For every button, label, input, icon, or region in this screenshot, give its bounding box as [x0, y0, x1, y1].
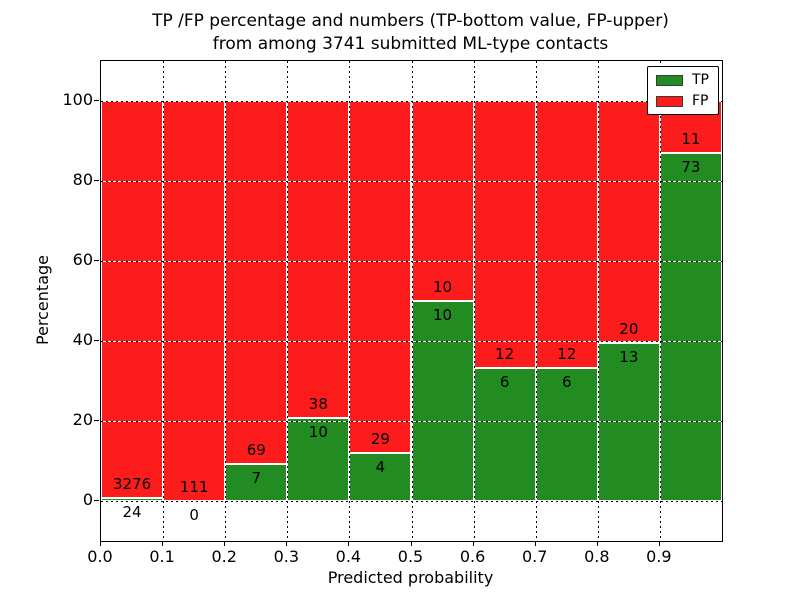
x-tick-label: 0.8: [584, 547, 610, 566]
plot-area: TP FP 3276 24 111 0 69 7 38 10 29 4 10 10 12 6 12 6 20 13…: [100, 60, 723, 542]
bar-segment-fp: [597, 101, 660, 344]
x-tick: [286, 541, 288, 546]
x-tick: [472, 541, 474, 546]
x-tick-label: 0.5: [397, 547, 424, 566]
annotation-fp-count: 20: [619, 320, 639, 339]
annotation-fp-count: 10: [433, 278, 453, 296]
x-tick: [596, 541, 598, 546]
annotation-fp-count: 3276: [112, 475, 152, 494]
y-tick-label: 60: [72, 250, 93, 269]
y-tick-label: 0: [82, 490, 93, 509]
annotation-fp-count: 38: [308, 394, 328, 413]
y-tick-label: 100: [62, 90, 93, 109]
bar-segment-tp: [225, 464, 288, 501]
x-tick: [534, 541, 536, 546]
x-tick-label: 0.7: [521, 547, 548, 566]
gridline-vertical: [287, 61, 289, 541]
bar-segment-tp: [101, 498, 164, 501]
annotation-tp-count: 0: [189, 506, 199, 524]
annotation-tp-count: 10: [433, 306, 453, 324]
annotation-tp-count: 6: [499, 372, 510, 391]
gridline-vertical: [411, 61, 413, 541]
annotation-fp-count: 69: [246, 441, 266, 460]
legend-label-tp: TP: [692, 72, 709, 88]
gridline-vertical: [225, 61, 227, 541]
bar-segment-fp: [349, 101, 412, 453]
bar-segment-tp: [597, 343, 660, 501]
x-tick-label: 0.1: [149, 547, 175, 566]
gridline-vertical: [473, 61, 475, 541]
bar-segment-fp: [411, 101, 474, 301]
x-tick: [162, 541, 164, 546]
y-tick: [94, 100, 99, 101]
bar-segment-tp: [473, 367, 536, 501]
annotation-tp-count: 24: [122, 503, 142, 522]
annotation-fp-count: 29: [370, 429, 390, 448]
x-tick-label: 0.9: [646, 547, 672, 566]
annotation-tp-count: 13: [619, 348, 639, 367]
bar-segment-fp: [287, 101, 350, 418]
gridline-vertical: [597, 61, 599, 541]
y-tick-label: 20: [72, 410, 93, 429]
legend: TP FP: [647, 66, 719, 115]
bar-segment-fp: [473, 101, 536, 368]
annotation-fp-count: 12: [495, 344, 515, 363]
bar-segment-fp: [163, 101, 226, 501]
annotation-tp-count: 7: [251, 469, 262, 488]
annotation-fp-count: 12: [557, 344, 577, 363]
x-axis-label: Predicted probability: [327, 568, 494, 587]
bar-segment-fp: [535, 101, 598, 368]
y-tick-label: 80: [72, 170, 93, 189]
gridline-vertical: [163, 61, 165, 541]
annotation-tp-count: 4: [375, 457, 386, 476]
x-tick: [224, 541, 226, 546]
fp-color-swatch: [656, 95, 683, 107]
x-tick-label: 0.6: [459, 547, 486, 566]
annotation-tp-count: 73: [681, 158, 701, 177]
annotation-fp-count: 11: [681, 130, 701, 149]
annotation-tp-count: 6: [561, 372, 572, 391]
bar-segment-tp: [659, 153, 722, 501]
x-tick: [100, 541, 101, 546]
annotation-fp-count: 111: [179, 478, 209, 496]
bar-segment-fp: [225, 101, 288, 465]
tp-color-swatch: [656, 74, 683, 86]
x-tick-label: 0.0: [87, 547, 113, 566]
x-tick-label: 0.3: [273, 547, 300, 566]
legend-item-fp: FP: [656, 94, 709, 108]
chart-title-line1: TP /FP percentage and numbers (TP-bottom…: [152, 11, 669, 31]
annotation-tp-count: 10: [308, 422, 328, 441]
legend-label-fp: FP: [692, 93, 709, 109]
y-tick: [94, 340, 99, 341]
x-tick-label: 0.2: [211, 547, 237, 566]
x-tick: [658, 541, 660, 546]
y-tick: [94, 260, 99, 261]
y-tick: [94, 500, 99, 501]
y-tick-label: 40: [72, 330, 93, 349]
x-tick: [410, 541, 412, 546]
gridline-vertical: [349, 61, 351, 541]
y-tick: [94, 180, 99, 181]
chart-title-line2: from among 3741 submitted ML-type contac…: [212, 34, 609, 54]
gridline-vertical: [659, 61, 661, 541]
bar-segment-tp: [411, 301, 474, 501]
x-tick-label: 0.4: [335, 547, 362, 566]
bar-segment-tp: [349, 452, 412, 501]
x-tick: [348, 541, 350, 546]
gridline-vertical: [535, 61, 537, 541]
bar-segment-fp: [101, 101, 164, 499]
legend-item-tp: TP: [656, 73, 709, 87]
y-tick: [94, 420, 99, 421]
